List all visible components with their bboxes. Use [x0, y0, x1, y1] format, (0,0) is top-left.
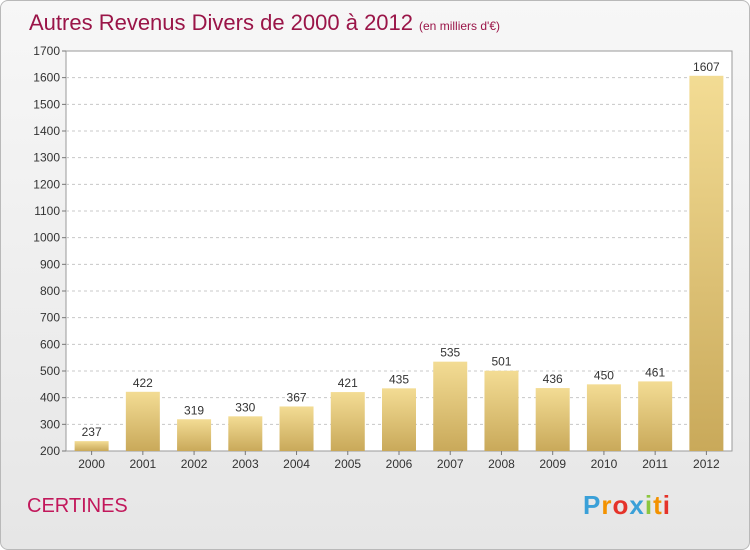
bar	[638, 381, 673, 451]
x-tick-label: 2001	[129, 457, 156, 471]
logo-letter: o	[612, 490, 630, 520]
logo-letter: i	[644, 490, 654, 520]
bar	[330, 392, 365, 451]
x-tick-label: 2011	[642, 457, 668, 471]
bar	[228, 416, 263, 451]
y-tick-label: 1100	[34, 204, 60, 218]
x-tick-label: 2004	[283, 457, 310, 471]
logo-letter: t	[653, 490, 663, 520]
bar-value-label: 367	[287, 390, 307, 404]
y-tick-label: 400	[40, 391, 60, 405]
y-tick-label: 1200	[33, 177, 60, 191]
bar	[433, 361, 468, 451]
y-tick-label: 600	[40, 337, 60, 351]
x-tick-label: 2012	[693, 457, 720, 471]
y-tick-label: 1700	[33, 44, 60, 58]
y-tick-label: 1600	[33, 71, 60, 85]
bar-value-label: 435	[389, 372, 409, 386]
bar-value-label: 1607	[693, 60, 720, 74]
x-tick-label: 2000	[78, 457, 105, 471]
proxiti-logo: Proxiti	[583, 490, 671, 521]
y-tick-label: 1300	[33, 151, 60, 165]
bar-value-label: 422	[133, 376, 153, 390]
chart-unit: (en milliers d'€)	[419, 19, 500, 33]
chart-title-text: Autres Revenus Divers de 2000 à 2012	[29, 10, 414, 35]
bar	[125, 391, 160, 451]
y-tick-label: 700	[40, 311, 60, 325]
y-tick-label: 800	[40, 284, 60, 298]
y-tick-label: 1500	[33, 97, 60, 111]
logo-letter: r	[601, 490, 613, 520]
x-tick-label: 2003	[232, 457, 259, 471]
x-tick-label: 2002	[181, 457, 208, 471]
y-tick-label: 200	[40, 444, 60, 458]
bar-value-label: 461	[645, 365, 665, 379]
bar	[586, 384, 621, 451]
bar-value-label: 319	[184, 403, 204, 417]
bar-value-label: 421	[338, 376, 358, 390]
x-tick-label: 2006	[386, 457, 413, 471]
logo-letter: P	[583, 490, 602, 520]
y-tick-label: 900	[40, 257, 60, 271]
bar-value-label: 450	[594, 368, 614, 382]
x-tick-label: 2008	[488, 457, 515, 471]
y-tick-label: 500	[40, 364, 60, 378]
x-tick-label: 2005	[334, 457, 361, 471]
chart-title: Autres Revenus Divers de 2000 à 2012 (en …	[29, 10, 500, 36]
logo-letter: x	[629, 490, 645, 520]
y-tick-label: 300	[40, 417, 60, 431]
y-tick-label: 1000	[33, 231, 60, 245]
bar	[177, 419, 212, 451]
bar-value-label: 535	[440, 346, 460, 360]
bar	[382, 388, 416, 451]
bar	[689, 75, 724, 452]
x-tick-label: 2009	[539, 457, 566, 471]
bar	[279, 406, 314, 451]
place-name: CERTINES	[27, 495, 128, 517]
bar-value-label: 330	[235, 400, 255, 414]
y-tick-label: 1400	[33, 124, 60, 138]
x-tick-label: 2007	[437, 457, 464, 471]
y-axis-labels: 200 300 400 500 600 700 800 900 1000 1100 1200 1300…	[33, 44, 60, 458]
plot-area	[65, 50, 733, 452]
bar-value-label: 436	[543, 372, 563, 386]
bar-value-label: 501	[491, 355, 511, 369]
logo-letter: i	[662, 490, 671, 520]
bar-value-label: 237	[82, 425, 102, 439]
x-axis-labels: 2000 2001 2002 2003 2004 2005 2006 2007 2008 2009…	[78, 451, 720, 471]
bar	[74, 441, 109, 451]
bars: 237 422 319 330 367 421 435 535 501 436 450 461 1607	[74, 60, 724, 452]
x-tick-label: 2010	[591, 457, 618, 471]
bar	[484, 370, 519, 451]
bar	[535, 388, 570, 451]
